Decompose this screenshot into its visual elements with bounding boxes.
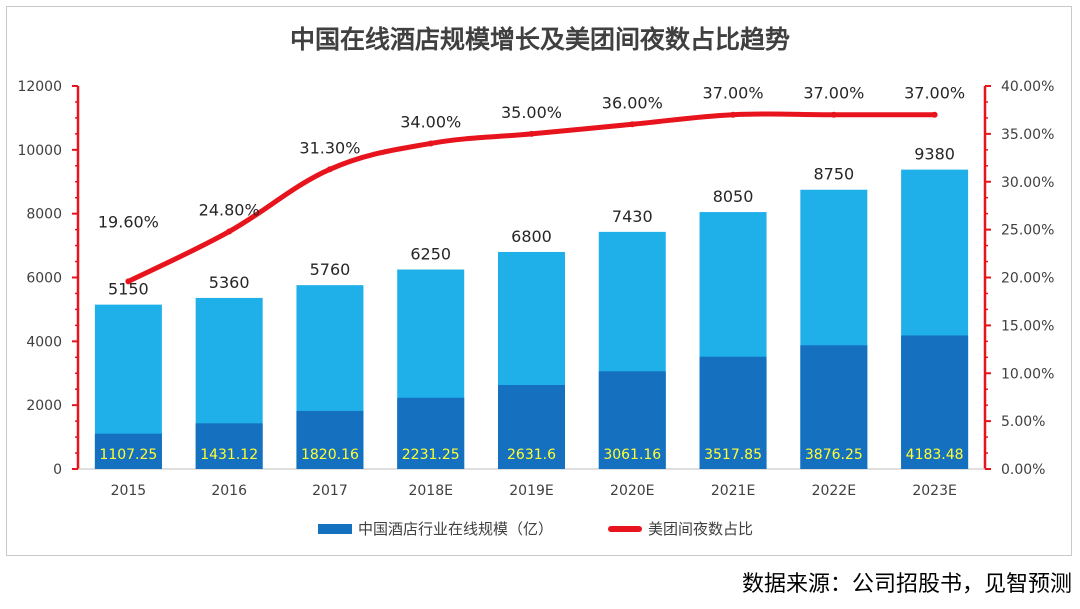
bar-inner-label: 2231.25 xyxy=(402,447,460,463)
bar-online-scale xyxy=(598,371,666,469)
data-source-note: 数据来源：公司招股书，见智预测 xyxy=(741,572,1072,597)
bar-total-label: 6250 xyxy=(410,245,451,264)
bar-total-label: 6800 xyxy=(511,227,552,246)
legend-label-scale: 中国酒店行业在线规模（亿） xyxy=(358,520,554,538)
bar-total-label: 8750 xyxy=(813,165,854,184)
left-axis-tick-label: 10000 xyxy=(17,143,62,159)
bar-inner-label: 3876.25 xyxy=(805,447,863,463)
x-axis-tick-label: 2022E xyxy=(812,483,856,499)
bar-online-scale xyxy=(699,356,767,469)
bar-inner-label: 1107.25 xyxy=(99,447,157,463)
right-axis-tick-label: 0.00% xyxy=(1001,462,1045,478)
share-point-label: 37.00% xyxy=(904,84,965,103)
right-axis-tick-label: 25.00% xyxy=(1001,223,1054,239)
share-point xyxy=(931,111,938,118)
bar-online-scale xyxy=(195,423,263,469)
legend-bar-swatch xyxy=(318,523,352,534)
right-axis-tick-label: 30.00% xyxy=(1001,175,1054,191)
bar-online-scale xyxy=(296,410,364,469)
right-axis-tick-label: 35.00% xyxy=(1001,127,1054,143)
legend-item-share: 美团间夜数占比 xyxy=(608,518,753,539)
left-axis-tick-label: 8000 xyxy=(26,207,62,223)
share-point-label: 19.60% xyxy=(98,212,159,231)
share-point xyxy=(427,140,434,147)
share-point-label: 31.30% xyxy=(299,138,360,157)
bar-online-scale xyxy=(397,397,465,469)
x-axis-tick-label: 2021E xyxy=(711,483,755,499)
bar-online-scale xyxy=(498,385,565,469)
share-point xyxy=(629,121,636,128)
bar-inner-label: 4183.48 xyxy=(906,447,964,463)
left-axis-tick-label: 2000 xyxy=(26,398,62,414)
chart-title: 中国在线酒店规模增长及美团间夜数占比趋势 xyxy=(289,25,790,54)
left-axis-tick-label: 12000 xyxy=(17,79,62,95)
bar-total-label: 8050 xyxy=(713,187,754,206)
bar-total-label: 7430 xyxy=(612,207,653,226)
left-axis-tick-label: 4000 xyxy=(26,334,62,350)
legend: 中国酒店行业在线规模（亿） 美团间夜数占比 xyxy=(0,518,1080,542)
share-point xyxy=(830,111,837,118)
share-point-label: 37.00% xyxy=(703,84,764,103)
bar-inner-label: 3061.16 xyxy=(603,447,661,463)
share-point-label: 24.80% xyxy=(199,201,260,220)
right-axis-tick-label: 40.00% xyxy=(1001,79,1054,95)
bar-inner-label: 2631.6 xyxy=(507,447,556,463)
x-axis-tick-label: 2020E xyxy=(610,483,654,499)
bar-inner-label: 3517.85 xyxy=(704,447,762,463)
share-point-label: 35.00% xyxy=(501,103,562,122)
share-point xyxy=(326,166,333,173)
legend-line-swatch xyxy=(608,525,642,532)
x-axis-tick-label: 2018E xyxy=(408,483,452,499)
share-point xyxy=(528,130,535,137)
x-axis-tick-label: 2023E xyxy=(912,483,956,499)
bar-total-label: 5150 xyxy=(108,280,149,299)
bar-online-scale xyxy=(901,335,969,469)
x-axis-tick-label: 2017 xyxy=(312,483,348,499)
right-axis-tick-label: 10.00% xyxy=(1001,366,1054,382)
share-point-label: 37.00% xyxy=(803,84,864,103)
left-axis-tick-label: 6000 xyxy=(26,271,62,287)
x-axis-tick-label: 2015 xyxy=(111,483,147,499)
bar-total-label: 5760 xyxy=(310,260,351,279)
right-axis-tick-label: 5.00% xyxy=(1001,414,1045,430)
bar-inner-label: 1431.12 xyxy=(200,447,258,463)
share-point xyxy=(730,111,737,118)
share-point xyxy=(125,278,132,285)
left-axis-tick-label: 0 xyxy=(53,462,62,478)
x-axis-tick-label: 2016 xyxy=(211,483,247,499)
bar-online-scale xyxy=(800,345,868,469)
bar-total-label: 9380 xyxy=(914,145,955,164)
bar-total-label: 5360 xyxy=(209,273,250,292)
bar-online-scale xyxy=(94,433,162,469)
bar-inner-label: 1820.16 xyxy=(301,447,359,463)
right-axis-tick-label: 20.00% xyxy=(1001,271,1054,287)
combo-chart: 0 2000 4000 6000 8000 10000 12000 0.00% 5.00% 10.… xyxy=(17,79,1054,499)
share-point xyxy=(226,228,233,235)
x-axis-tick-label: 2019E xyxy=(509,483,553,499)
share-point-label: 34.00% xyxy=(400,112,461,131)
right-axis-tick-label: 15.00% xyxy=(1001,318,1054,334)
legend-label-share: 美团间夜数占比 xyxy=(648,520,754,538)
share-point-label: 36.00% xyxy=(602,93,663,112)
chart-frame xyxy=(6,6,1072,556)
legend-item-scale: 中国酒店行业在线规模（亿） xyxy=(318,518,553,539)
